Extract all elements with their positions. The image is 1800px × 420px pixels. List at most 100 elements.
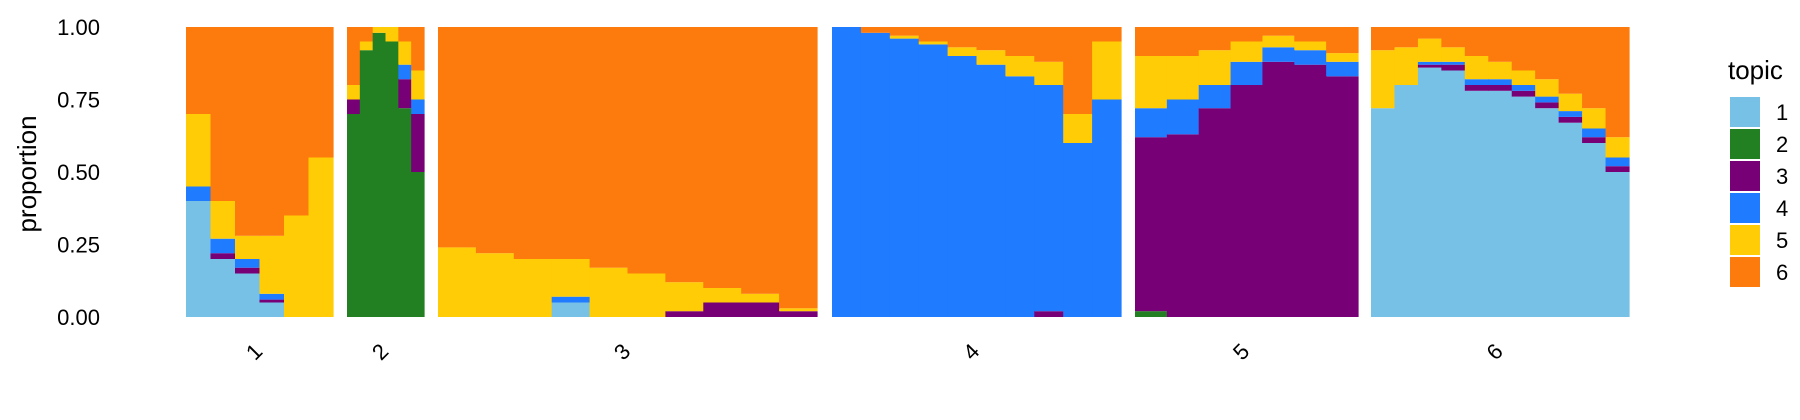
bar-segment bbox=[1441, 27, 1466, 48]
bar-segment bbox=[347, 114, 361, 317]
legend-label-2: 2 bbox=[1776, 132, 1788, 157]
legend-label-6: 6 bbox=[1776, 260, 1788, 285]
bar-segment bbox=[1092, 27, 1122, 42]
bar-segment bbox=[398, 79, 412, 109]
bar-segment bbox=[1005, 56, 1035, 77]
bar-segment bbox=[259, 27, 285, 236]
bar-segment bbox=[411, 99, 425, 114]
bar-segment bbox=[1230, 85, 1264, 317]
bar-segment bbox=[889, 27, 920, 36]
bar-segment bbox=[1535, 27, 1560, 80]
bar-segment bbox=[235, 273, 261, 317]
y-tick-label: 0.25 bbox=[57, 233, 100, 258]
bar-segment bbox=[1063, 114, 1093, 143]
bar-segment bbox=[1535, 96, 1560, 103]
group-label-1: 1 bbox=[241, 339, 267, 365]
bar-segment bbox=[1417, 61, 1442, 65]
bar-segment bbox=[1198, 85, 1232, 109]
bar-segment bbox=[1326, 53, 1359, 62]
bar-segment bbox=[1535, 108, 1560, 317]
bar-segment bbox=[284, 27, 310, 216]
bar-segment bbox=[398, 27, 412, 42]
group-label-3: 3 bbox=[609, 339, 635, 365]
bar-segment bbox=[741, 302, 780, 317]
group-label-5: 5 bbox=[1228, 339, 1254, 365]
bar-segment bbox=[1063, 27, 1093, 114]
bar-segment bbox=[438, 247, 477, 317]
bar-segment bbox=[1034, 85, 1064, 312]
bar-segment bbox=[1005, 76, 1035, 317]
bar-segment bbox=[1135, 137, 1168, 312]
bar-segment bbox=[779, 311, 818, 317]
bar-segment bbox=[1605, 157, 1630, 167]
bar-segment bbox=[1417, 64, 1442, 68]
bar-segment bbox=[665, 27, 704, 283]
bar-segment bbox=[186, 201, 212, 317]
bar-segment bbox=[398, 64, 412, 80]
bar-segment bbox=[235, 267, 261, 274]
bar-segment bbox=[665, 311, 704, 317]
bar-segment bbox=[1417, 38, 1442, 62]
bar-segment bbox=[1488, 27, 1513, 62]
bar-segment bbox=[947, 47, 978, 56]
bar-segment bbox=[1230, 27, 1264, 42]
bar-segment bbox=[1605, 27, 1630, 138]
bar-segment bbox=[1464, 79, 1489, 85]
legend-label-4: 4 bbox=[1776, 196, 1788, 221]
bar-segment bbox=[235, 235, 261, 259]
bar-segment bbox=[703, 27, 742, 288]
y-axis: 0.00 0.25 0.50 0.75 1.00 bbox=[57, 15, 100, 330]
y-tick-label: 1.00 bbox=[57, 15, 100, 40]
bar-segment bbox=[1326, 61, 1359, 77]
bar-segment bbox=[1166, 56, 1200, 100]
bar-segment bbox=[589, 267, 629, 317]
bar-segment bbox=[284, 215, 310, 317]
bar-segment bbox=[411, 172, 425, 317]
bar-segment bbox=[1005, 27, 1035, 56]
bar-segment bbox=[1198, 108, 1232, 317]
bar-segment bbox=[1135, 108, 1168, 138]
bar-segment bbox=[1394, 47, 1419, 85]
bar-segment bbox=[475, 27, 515, 254]
bar-segment bbox=[1488, 79, 1513, 85]
bar-segment bbox=[1294, 41, 1327, 51]
bar-segment bbox=[411, 114, 425, 172]
bar-segment bbox=[1198, 27, 1232, 51]
bar-segment bbox=[1511, 85, 1536, 91]
bar-segment bbox=[259, 235, 285, 294]
bar-segment bbox=[1582, 143, 1607, 317]
bar-segment bbox=[889, 35, 920, 39]
bar-segment bbox=[1582, 137, 1607, 143]
bar-segment bbox=[411, 70, 425, 100]
group-panel-1 bbox=[186, 27, 334, 317]
bar-segment bbox=[1092, 41, 1122, 100]
bar-segment bbox=[779, 308, 818, 312]
bar-segment bbox=[1558, 116, 1583, 123]
bar-segment bbox=[398, 108, 412, 317]
bar-segment bbox=[347, 85, 361, 100]
bar-segment bbox=[1417, 67, 1442, 317]
y-axis-title: proportion bbox=[12, 115, 42, 232]
bar-segment bbox=[976, 50, 1006, 65]
bar-segment bbox=[1262, 27, 1295, 36]
bar-segment bbox=[1558, 111, 1583, 117]
bar-segment bbox=[551, 296, 591, 303]
bar-segment bbox=[186, 27, 212, 114]
bar-segment bbox=[1582, 27, 1607, 109]
group-label-6: 6 bbox=[1482, 339, 1508, 365]
bar-segment bbox=[1582, 108, 1607, 129]
legend-label-3: 3 bbox=[1776, 164, 1788, 189]
bar-segment bbox=[1464, 27, 1489, 56]
bar-segment bbox=[918, 27, 949, 42]
bar-segment bbox=[741, 293, 780, 303]
legend-key-1 bbox=[1730, 97, 1760, 127]
bar-segment bbox=[359, 41, 374, 51]
bar-segment bbox=[741, 27, 780, 294]
bar-segment bbox=[1605, 137, 1630, 158]
bars-layer bbox=[186, 27, 1630, 318]
y-tick-label: 0.75 bbox=[57, 88, 100, 113]
bar-segment bbox=[372, 32, 387, 318]
group-panel-5 bbox=[1135, 27, 1359, 317]
group-panel-2 bbox=[347, 27, 425, 318]
